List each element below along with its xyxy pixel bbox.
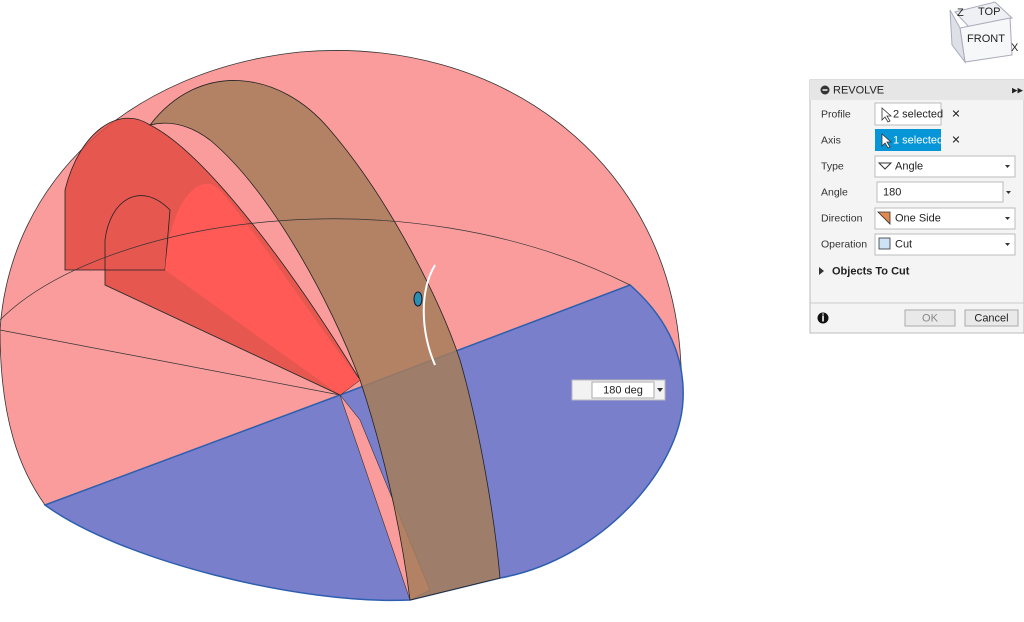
view-cube[interactable]: TOP FRONT Z X [949,1,1019,64]
axis-z: Z [957,7,964,19]
type-dropdown[interactable] [874,155,1016,178]
ok-button[interactable] [904,309,956,327]
edge [0,218,631,321]
row-value: Angle [895,160,923,172]
viewport [0,50,684,602]
expand-icon: ▸▸ [1012,84,1024,96]
row-value: Cut [895,238,912,250]
wood-band [148,80,501,601]
clear-button[interactable]: ✕ [951,108,960,120]
angle-input-text: 180 deg [603,384,643,396]
row-label: Profile [821,108,851,120]
cancel-label: Cancel [974,312,1008,324]
row-label: Type [821,160,844,172]
row-label: Axis [821,134,841,146]
revolve-dialog: REVOLVE ▸▸ Profile 2 selected ✕ Axis 1 s… [809,79,1024,334]
row-value: 180 [883,186,901,198]
row-label: Angle [821,186,848,198]
operation-dropdown[interactable] [874,233,1016,256]
row-value: 1 selected [893,134,943,146]
edge [104,284,341,396]
section-header[interactable]: Objects To Cut [832,265,910,277]
row-value: 2 selected [893,108,943,120]
dialog-title: REVOLVE [833,84,884,96]
edge [0,329,341,396]
info-icon[interactable]: i [821,312,824,324]
row-value: One Side [895,212,941,224]
row-label: Operation [821,238,867,250]
row-label: Direction [821,212,863,224]
profile-select[interactable] [874,102,942,126]
angle-input[interactable]: 180 deg [571,379,666,401]
axis-x: X [1011,42,1019,54]
drag-handle [422,264,436,366]
clear-button[interactable]: ✕ [951,134,960,146]
red-face [165,183,360,395]
ok-label: OK [922,312,939,324]
handle-knob[interactable] [413,291,423,307]
cube-top: TOP [978,6,1000,18]
cube-front: FRONT [967,33,1005,45]
cancel-button[interactable] [964,309,1019,327]
axis-select[interactable] [875,129,941,151]
angle-field[interactable] [876,181,1004,203]
direction-dropdown[interactable] [874,207,1016,230]
